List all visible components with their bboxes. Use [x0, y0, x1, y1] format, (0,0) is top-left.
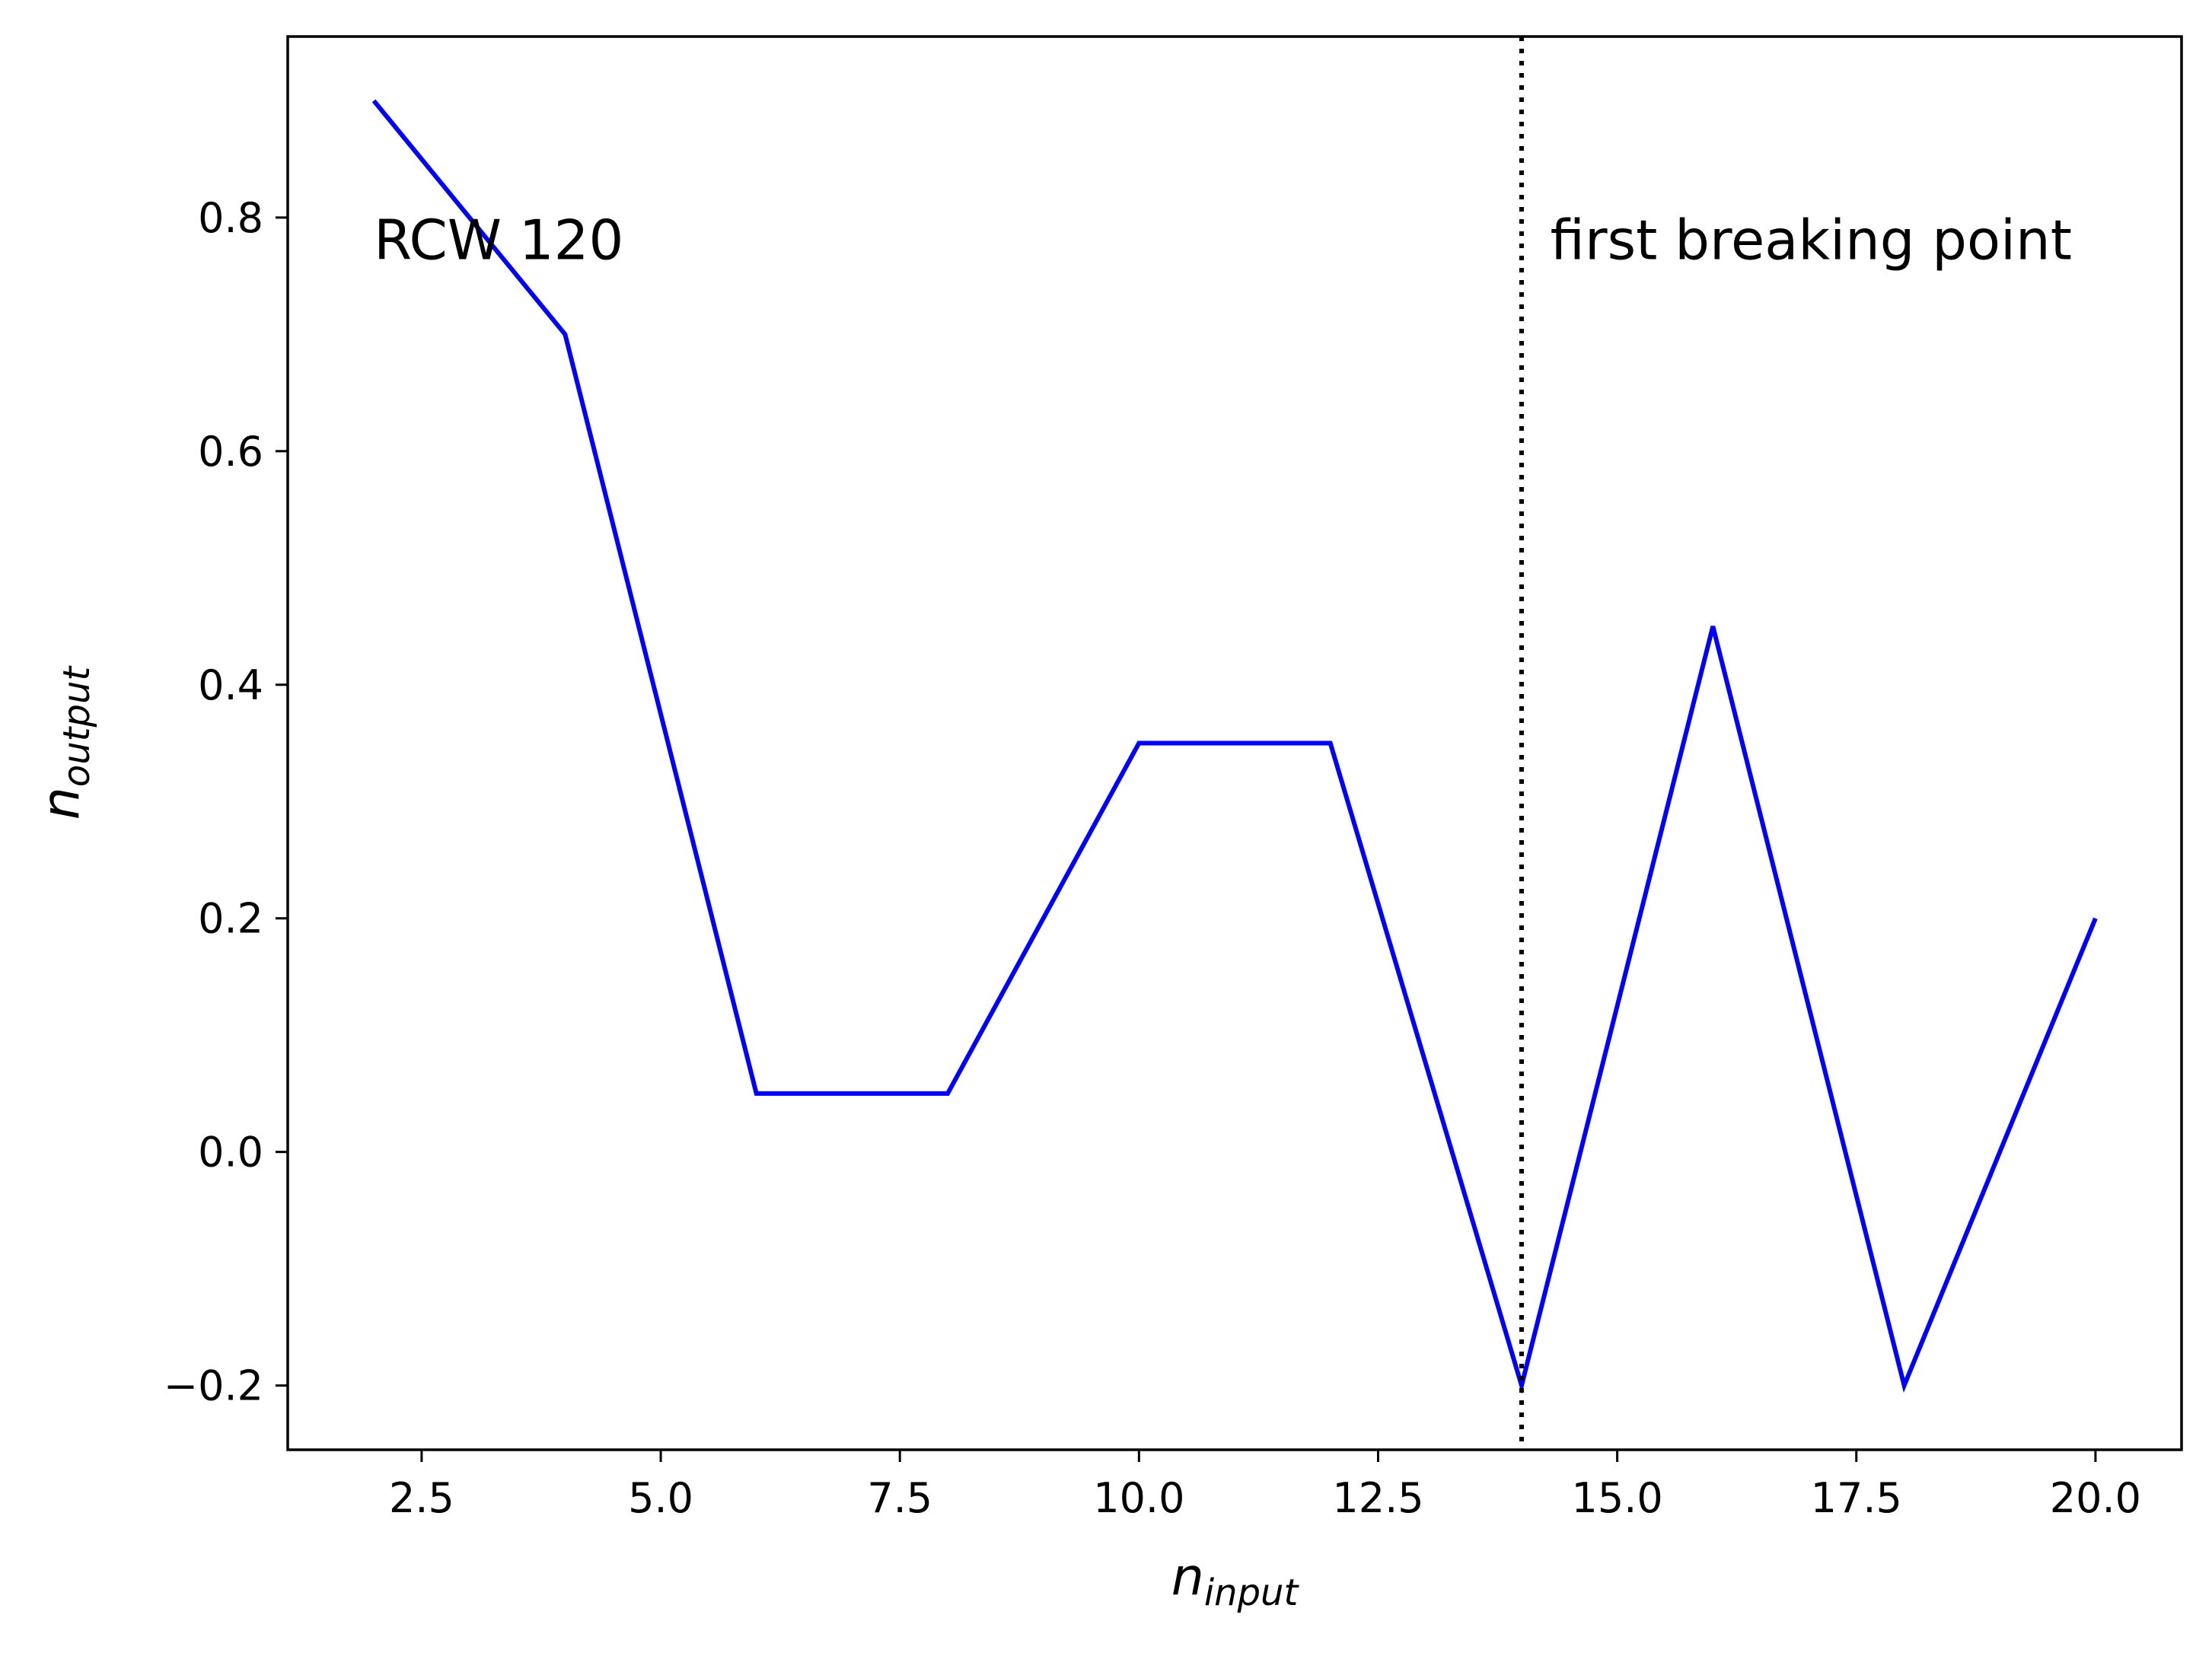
annotation-text: first breaking point [1551, 209, 2072, 272]
x-tick-label: 20.0 [2050, 1474, 2141, 1522]
y-axis-label: noutput [31, 665, 98, 820]
y-tick-label: 0.6 [198, 428, 263, 476]
axis-labels: ninput noutput RCW 120 first breaking point [31, 209, 2072, 1614]
x-tick-label: 2.5 [389, 1474, 454, 1522]
x-tick-label: 17.5 [1811, 1474, 1902, 1522]
x-tick-label: 12.5 [1332, 1474, 1423, 1522]
series-line-0 [371, 99, 2098, 1394]
y-tick-label: 0.2 [198, 895, 263, 943]
plot-frame [286, 35, 2183, 1451]
x-tick-label: 10.0 [1093, 1474, 1184, 1522]
annotation-text: RCW 120 [374, 209, 623, 272]
x-tick-label: 5.0 [628, 1474, 693, 1522]
x-axis-label: ninput [1171, 1547, 1300, 1614]
axis-ticks: 2.5 5.0 7.5 10.0 12.5 15.0 17.5 20.0 −0.2 0.0 0.2 0… [164, 194, 2141, 1522]
x-tick-label: 7.5 [867, 1474, 932, 1522]
x-tick-label: 15.0 [1572, 1474, 1663, 1522]
y-tick-label: 0.4 [198, 661, 263, 709]
y-tick-label: 0.0 [198, 1129, 263, 1177]
y-tick-label: 0.8 [198, 194, 263, 242]
y-tick-label: −0.2 [164, 1362, 263, 1410]
plot-marks [371, 37, 2098, 1450]
